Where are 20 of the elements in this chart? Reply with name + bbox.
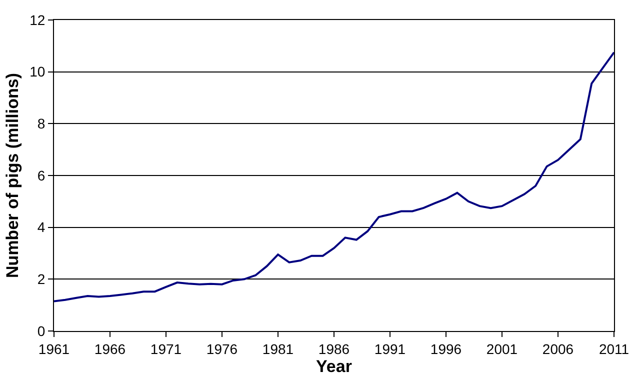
y-tick-label: 6 [37,167,46,184]
x-tick-label: 1986 [318,340,350,357]
x-axis-title: Year [316,357,352,376]
y-tick-label: 2 [37,271,46,288]
y-tick-label: 4 [37,219,46,236]
x-tick-label: 1961 [38,340,70,357]
x-tick-label: 1996 [430,340,462,357]
x-tick-label: 1991 [374,340,406,357]
x-tick-label: 1976 [206,340,238,357]
y-axis-title: Number of pigs (millions) [3,73,22,278]
y-tick-label: 12 [30,12,46,28]
x-tick-label: 2001 [486,340,518,357]
x-tick-label: 1981 [262,340,294,357]
y-tick-label: 8 [37,116,46,132]
x-tick-label: 1971 [150,340,182,357]
y-tick-label: 0 [37,322,46,339]
x-tick-label: 2011 [598,340,630,357]
x-tick-label: 2006 [542,340,574,357]
x-tick-label: 1966 [94,340,126,357]
y-tick-label: 10 [30,64,46,80]
